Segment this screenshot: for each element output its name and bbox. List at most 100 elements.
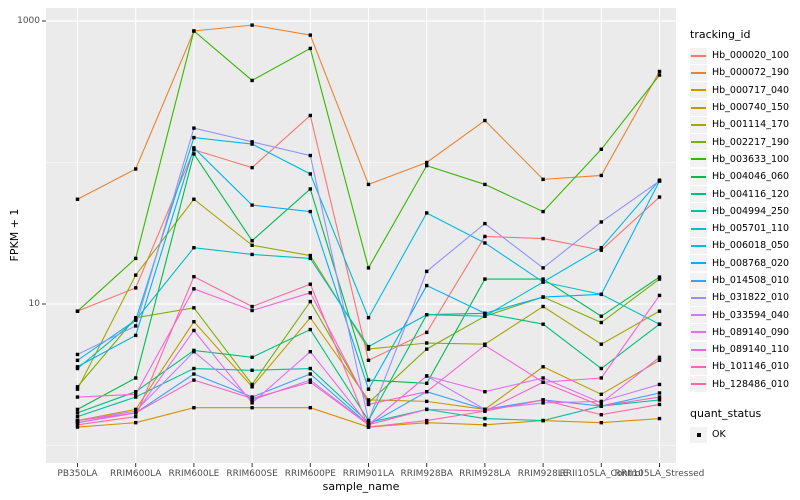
data-point: [192, 152, 196, 156]
data-point: [308, 366, 312, 371]
legend-entry: Hb_004046_060: [690, 168, 800, 185]
data-point: [75, 414, 80, 419]
data-point: [308, 405, 312, 410]
legend-key-line-icon: [691, 175, 706, 178]
data-point: [599, 342, 603, 346]
data-point: [425, 283, 429, 288]
data-point: [599, 413, 603, 417]
data-point: [192, 350, 196, 354]
legend-key-box: [690, 186, 707, 203]
data-point: [599, 248, 603, 252]
y-tick-label: 10: [28, 299, 40, 309]
data-point: [599, 404, 603, 408]
data-point: [192, 29, 196, 33]
data-point: [250, 355, 254, 360]
x-axis-title: sample_name: [322, 480, 400, 493]
data-point: [657, 416, 662, 421]
data-point: [657, 395, 662, 399]
legend-key-line-icon: [691, 279, 706, 282]
legend-entry: Hb_006018_050: [690, 237, 800, 254]
data-point: [250, 368, 254, 372]
legend-entry-label: Hb_004116_120: [712, 188, 790, 200]
data-point: [541, 418, 545, 423]
data-point: [657, 309, 662, 313]
data-point: [425, 374, 429, 378]
legend-entry: Hb_002217_190: [690, 133, 800, 151]
data-point: [192, 148, 196, 152]
legend-key-line-icon: [691, 123, 706, 126]
data-point: [425, 341, 429, 345]
data-point: [483, 118, 487, 123]
data-point: [366, 316, 371, 320]
data-point: [134, 318, 138, 322]
data-point: [366, 182, 371, 187]
data-point: [134, 392, 138, 397]
data-point: [308, 372, 312, 376]
legend-quant-status: quant_status OK: [690, 407, 800, 443]
data-point: [308, 172, 312, 176]
legend-entry: Hb_128486_010: [690, 376, 800, 393]
data-point: [134, 286, 138, 290]
data-point: [483, 241, 487, 245]
data-point: [425, 160, 429, 165]
legend-entry: Hb_000020_100: [690, 47, 800, 64]
data-point: [425, 399, 429, 404]
data-point: [192, 405, 196, 410]
data-point: [541, 295, 545, 299]
data-point: [134, 167, 138, 171]
legend-key-box: [690, 324, 707, 341]
data-point: [599, 147, 603, 151]
data-point: [192, 319, 196, 324]
legend-entry-label: Hb_004046_060: [712, 171, 790, 183]
legend-key-box: [690, 168, 707, 185]
data-point: [483, 409, 487, 413]
x-tick-label: RRIM600PE: [284, 469, 336, 479]
legend-entry: Hb_001114_170: [690, 116, 800, 133]
legend-key-line-icon: [691, 244, 706, 247]
data-point: [425, 269, 429, 274]
data-point: [599, 173, 603, 178]
data-point: [599, 401, 603, 405]
data-point: [134, 414, 138, 419]
legend-entry-label: Hb_089140_110: [712, 344, 790, 356]
data-point: [541, 365, 545, 369]
data-point: [483, 423, 487, 427]
data-point: [192, 274, 196, 279]
data-point: [308, 378, 312, 382]
data-point: [250, 140, 254, 144]
data-point: [541, 280, 545, 284]
data-point: [657, 277, 662, 281]
legend-key-box: [690, 426, 707, 443]
data-point: [134, 316, 138, 320]
data-point: [541, 209, 545, 214]
data-point: [75, 425, 80, 429]
data-point: [599, 420, 603, 425]
data-point: [192, 366, 196, 371]
data-point: [657, 73, 662, 77]
legend-key-box: [690, 272, 707, 289]
data-point: [192, 245, 196, 250]
legend-entry: Hb_004994_250: [690, 203, 800, 220]
x-tick-label: RRII105LA_Stressed: [614, 469, 705, 479]
data-point: [366, 344, 371, 349]
data-point: [250, 401, 254, 405]
data-point: [657, 179, 662, 183]
legend-key-box: [690, 341, 707, 358]
data-point: [308, 316, 312, 320]
data-point: [192, 197, 196, 201]
y-tick-label: 1000: [17, 16, 40, 26]
data-point: [308, 282, 312, 286]
data-point: [308, 291, 312, 295]
legend-key-line-icon: [691, 141, 706, 144]
legend-entry-label: Hb_005701_110: [712, 223, 790, 235]
data-point: [483, 314, 487, 318]
y-axis-title: FPKM + 1: [8, 208, 21, 262]
data-point: [599, 292, 603, 297]
data-point: [75, 358, 80, 363]
data-point: [657, 382, 662, 387]
legend-title-tracking-id: tracking_id: [690, 28, 751, 41]
legend-entry: Hb_033594_040: [690, 306, 800, 324]
data-point: [192, 378, 196, 382]
legend-entry: Hb_089140_090: [690, 324, 800, 341]
